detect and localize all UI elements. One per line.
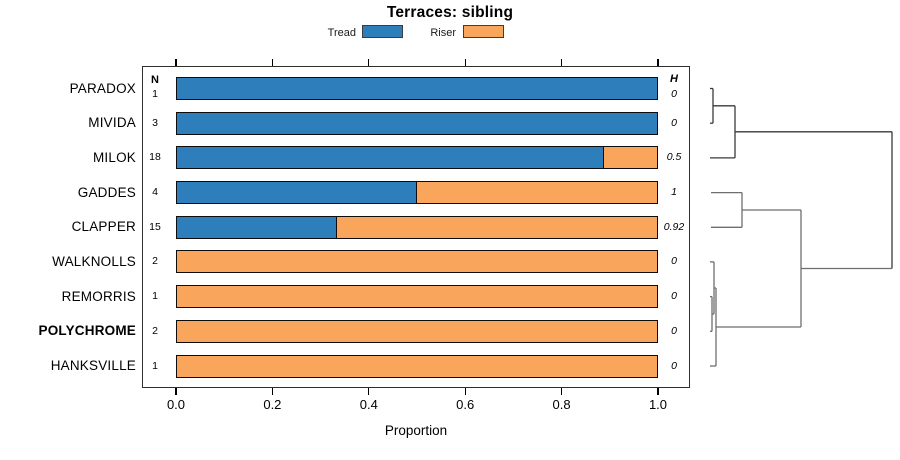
x-tick-bottom	[657, 388, 659, 395]
bar-segment-tread	[177, 216, 337, 238]
x-tick-label: 0.6	[456, 397, 475, 412]
bar-segment-riser	[603, 147, 657, 169]
legend-label-riser: Riser	[430, 27, 456, 39]
n-value-clapper: 15	[149, 220, 161, 233]
h-value-mivida: 0	[671, 116, 677, 129]
chart-title: Terraces: sibling	[386, 4, 514, 21]
x-tick-top	[657, 58, 659, 66]
bar-walknolls	[176, 250, 658, 274]
x-tick-bottom	[561, 388, 563, 395]
bar-segment-riser	[177, 251, 657, 273]
row-label-remorris: REMORRIS	[61, 288, 136, 304]
row-label-milok: MILOK	[92, 149, 136, 165]
x-tick-label: 0.4	[359, 397, 378, 412]
row-label-mivida: MIVIDA	[88, 115, 136, 131]
bar-gaddes	[176, 181, 658, 205]
h-value-remorris: 0	[671, 290, 677, 303]
x-tick-label: 0.0	[166, 397, 186, 412]
n-value-hanksville: 1	[152, 359, 158, 372]
bar-segment-riser	[336, 216, 657, 238]
bar-segment-riser	[177, 355, 657, 377]
row-label-polychrome: POLYCHROME	[38, 323, 136, 339]
n-value-walknolls: 2	[152, 255, 158, 268]
row-label-paradox: PARADOX	[69, 80, 136, 96]
plot-box	[142, 66, 690, 388]
h-value-clapper: 0.92	[663, 220, 685, 233]
x-tick-top	[271, 58, 273, 66]
x-tick-top	[561, 58, 563, 66]
x-tick-top	[368, 58, 370, 66]
bar-segment-riser	[417, 182, 657, 204]
n-value-mivida: 3	[152, 116, 158, 129]
h-value-walknolls: 0	[671, 255, 677, 268]
x-tick-bottom	[368, 388, 370, 395]
x-tick-label: 0.2	[263, 397, 282, 412]
x-tick-top	[175, 58, 177, 66]
x-tick-label: 1.0	[648, 397, 668, 412]
x-tick-label: 0.8	[552, 397, 571, 412]
row-label-hanksville: HANKSVILLE	[50, 358, 136, 374]
legend-swatch-riser	[463, 25, 504, 38]
bar-segment-riser	[177, 286, 657, 308]
h-column-header: H	[670, 73, 678, 85]
n-value-milok: 18	[149, 151, 161, 164]
n-value-polychrome: 2	[152, 324, 158, 337]
x-axis-label: Proportion	[384, 423, 448, 438]
bar-segment-tread	[177, 147, 604, 169]
bar-segment-tread	[177, 112, 657, 134]
row-label-walknolls: WALKNOLLS	[52, 253, 136, 269]
bar-clapper	[176, 215, 658, 239]
h-value-milok: 0.5	[666, 151, 682, 164]
row-label-gaddes: GADDES	[77, 184, 136, 200]
n-value-remorris: 1	[152, 290, 158, 303]
bar-segment-tread	[177, 182, 417, 204]
x-tick-top	[464, 58, 466, 66]
h-value-polychrome: 0	[671, 324, 677, 337]
bar-remorris	[176, 285, 658, 309]
bar-mivida	[176, 111, 658, 135]
n-column-header: N	[151, 74, 159, 86]
bar-paradox	[176, 77, 658, 100]
n-value-gaddes: 4	[152, 186, 158, 199]
x-tick-bottom	[175, 388, 177, 395]
bar-hanksville	[176, 354, 658, 378]
bar-polychrome	[176, 319, 658, 343]
h-value-hanksville: 0	[671, 359, 677, 372]
legend-swatch-tread	[362, 25, 403, 38]
bar-segment-tread	[177, 78, 657, 99]
x-tick-bottom	[271, 388, 273, 395]
bar-segment-riser	[177, 320, 657, 342]
h-value-paradox: 0	[671, 87, 677, 100]
row-label-clapper: CLAPPER	[71, 219, 136, 235]
legend-label-tread: Tread	[327, 27, 356, 39]
h-value-gaddes: 1	[671, 186, 677, 199]
x-tick-bottom	[464, 388, 466, 395]
n-value-paradox: 1	[152, 87, 158, 100]
bar-milok	[176, 146, 658, 170]
